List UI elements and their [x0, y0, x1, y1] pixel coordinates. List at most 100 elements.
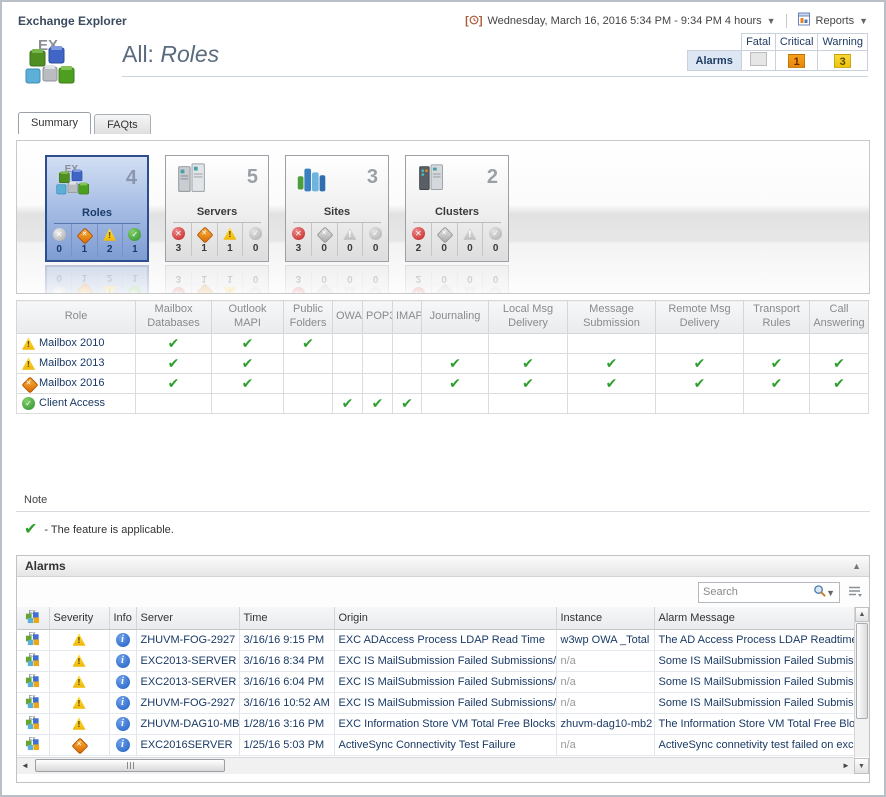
role-cell[interactable]: ! Mailbox 2010 — [16, 333, 136, 354]
feature-applicable-cell: ✔ — [421, 353, 489, 374]
reports-icon — [797, 12, 811, 29]
warning-icon: ! — [343, 227, 356, 240]
scroll-down-button[interactable]: ▼ — [854, 758, 869, 774]
tile-critical-count[interactable]: ✕ 0 — [430, 223, 457, 256]
tile-normal-count[interactable]: ✓ 0 — [242, 223, 268, 256]
feature-applicable-cell: ✔ — [809, 373, 869, 394]
tile-roles[interactable]: EX 4 Roles ✕ 0 ✕ 1 ! 2 ✓ 1 — [45, 155, 149, 262]
critical-icon: ✕ — [78, 228, 91, 241]
top-bar: Exchange Explorer [] Wednesday, March 16… — [2, 2, 884, 29]
alarm-summary-header-warning: Warning — [817, 33, 868, 51]
alarm-info-cell[interactable]: i — [109, 692, 137, 714]
alarm-summary-warning-cell[interactable]: 3 — [817, 50, 868, 71]
alarm-info-cell[interactable]: i — [109, 671, 137, 693]
matrix-col-remote-msg-delivery: Remote Msg Delivery — [655, 300, 744, 334]
horizontal-scrollbar[interactable]: ◄ ► ▼ — [17, 757, 869, 774]
tile-critical-count[interactable]: ✕ 1 — [190, 223, 217, 256]
tile-warning-count[interactable]: ! 1 — [216, 223, 243, 256]
alarm-summary-fatal-cell[interactable] — [740, 50, 776, 71]
alarm-info-cell[interactable]: i — [109, 629, 137, 651]
info-icon[interactable]: i — [115, 716, 130, 731]
info-icon[interactable]: i — [115, 695, 130, 710]
alarm-summary-header-critical: Critical — [774, 33, 819, 51]
feature-empty-cell — [421, 333, 489, 354]
alarm-server-cell: ZHUVM-FOG-2927 — [136, 692, 240, 714]
alarm-info-cell[interactable]: i — [109, 734, 137, 756]
alarm-summary-critical-cell[interactable]: 1 — [774, 50, 819, 71]
alarms-col-severity: Severity — [49, 607, 110, 630]
feature-empty-cell — [283, 373, 333, 394]
tile-fatal-count[interactable]: ✕ 2 — [406, 223, 431, 256]
tile-fatal-count[interactable]: ✕ 3 — [166, 223, 191, 256]
note-rule — [16, 511, 870, 512]
tile-count: 5 — [246, 166, 258, 188]
alarm-row[interactable]: EX! i EXC2013-SERVER 3/16/16 8:34 PM EXC IS … — [17, 650, 855, 672]
alarm-row[interactable]: EX! i ZHUVM-FOG-2927 3/16/16 9:15 PM EXC ADA… — [17, 629, 855, 651]
check-icon: ✔ — [770, 375, 783, 391]
role-cell[interactable]: ✕ Mailbox 2016 — [16, 373, 136, 394]
scroll-left-button[interactable]: ◄ — [21, 761, 29, 770]
tile-warning-count[interactable]: ! 2 — [96, 224, 122, 257]
tile-fatal-count[interactable]: ✕ 0 — [47, 224, 71, 257]
info-icon[interactable]: i — [115, 674, 130, 689]
warning-icon: ! — [73, 675, 86, 688]
customizer-icon[interactable] — [848, 583, 863, 601]
alarm-row[interactable]: EX! i ZHUVM-FOG-2927 3/16/16 10:52 AM EXC IS… — [17, 692, 855, 714]
svg-text:EX: EX — [29, 653, 36, 659]
tiles-row: EX 4 Roles ✕ 0 ✕ 1 ! 2 ✓ 1 5 Servers ✕ 3 ✕ 1 !… — [17, 141, 869, 262]
tile-normal-count[interactable]: ✓ 0 — [362, 223, 388, 256]
alarm-origin-cell: EXC IS MailSubmission Failed Submissions… — [334, 650, 557, 672]
matrix-row: ! Mailbox 2013 ✔ ✔ ✔ ✔ ✔ ✔ ✔ ✔ — [16, 353, 869, 374]
search-icon[interactable] — [813, 584, 826, 600]
alarm-row[interactable]: EX ✕ i EXC2016SERVER 1/25/16 5:03 PM ActiveSy… — [17, 734, 855, 756]
normal-icon: ✓ — [489, 227, 503, 240]
alarm-info-cell[interactable]: i — [109, 650, 137, 672]
check-icon: ✔ — [241, 375, 254, 391]
alarms-col-message: Alarm Message — [654, 607, 855, 630]
feature-applicable-cell: ✔ — [655, 353, 744, 374]
tab-faqts[interactable]: FAQts — [94, 114, 151, 134]
feature-applicable-cell: ✔ — [135, 373, 212, 394]
tile-fatal-count[interactable]: ✕ 3 — [286, 223, 311, 256]
search-input[interactable] — [703, 586, 814, 598]
reports-menu[interactable]: Reports ▼ — [797, 12, 868, 29]
alarm-row[interactable]: EX! i EXC2013-SERVER 3/16/16 6:04 PM EXC IS … — [17, 671, 855, 693]
tile-warning-count[interactable]: ! 0 — [336, 223, 363, 256]
scroll-right-button[interactable]: ► — [842, 761, 850, 770]
feature-empty-cell — [488, 333, 568, 354]
role-cell[interactable]: ✓ Client Access — [16, 393, 136, 414]
matrix-col-journaling: Journaling — [421, 300, 489, 334]
alarm-summary-label: Alarms — [686, 50, 742, 71]
tab-summary[interactable]: Summary — [18, 112, 92, 134]
matrix-row: ! Mailbox 2010 ✔ ✔ ✔ — [16, 333, 869, 354]
tile-critical-count[interactable]: ✕ 0 — [310, 223, 337, 256]
check-icon: ✔ — [167, 375, 180, 391]
vertical-scroll-thumb[interactable] — [856, 623, 868, 719]
alarm-row[interactable]: EX! i ZHUVM-DAG10-MB2 1/28/16 3:16 PM EXC In… — [17, 713, 855, 735]
role-cell[interactable]: ! Mailbox 2013 — [16, 353, 136, 374]
scroll-up-button[interactable]: ▲ — [855, 607, 869, 622]
tile-servers[interactable]: 5 Servers ✕ 3 ✕ 1 ! 1 ✓ 0 — [165, 155, 269, 262]
feature-empty-cell — [332, 333, 363, 354]
search-options-chevron-icon[interactable]: ▼ — [826, 587, 835, 598]
tile-normal-count[interactable]: ✓ 1 — [121, 224, 147, 257]
check-icon: ✔ — [833, 355, 845, 371]
info-icon[interactable]: i — [115, 653, 130, 668]
alarm-info-cell[interactable]: i — [109, 713, 137, 735]
matrix-col-role: Role — [16, 300, 136, 334]
info-icon[interactable]: i — [115, 632, 130, 647]
info-icon[interactable]: i — [115, 737, 130, 752]
alarm-message-cell: Some IS MailSubmission Failed Submission — [654, 692, 855, 714]
tile-warning-count[interactable]: ! 0 — [456, 223, 483, 256]
horizontal-scroll-thumb[interactable] — [35, 759, 225, 772]
time-range-selector[interactable]: [] Wednesday, March 16, 2016 5:34 PM - 9… — [465, 15, 775, 27]
tile-clusters[interactable]: 2 Clusters ✕ 2 ✕ 0 ! 0 ✓ 0 — [405, 155, 509, 262]
alarm-severity-cell: ! — [49, 650, 110, 672]
tile-normal-count[interactable]: ✓ 0 — [482, 223, 508, 256]
vertical-scrollbar[interactable]: ▲ — [854, 607, 869, 757]
check-icon: ✔ — [605, 375, 618, 391]
feature-applicable-cell: ✔ — [743, 373, 810, 394]
tile-sites[interactable]: 3 Sites ✕ 3 ✕ 0 ! 0 ✓ 0 — [285, 155, 389, 262]
tile-critical-count[interactable]: ✕ 1 — [71, 224, 96, 257]
collapse-panel-button[interactable]: ▲ — [852, 561, 861, 571]
